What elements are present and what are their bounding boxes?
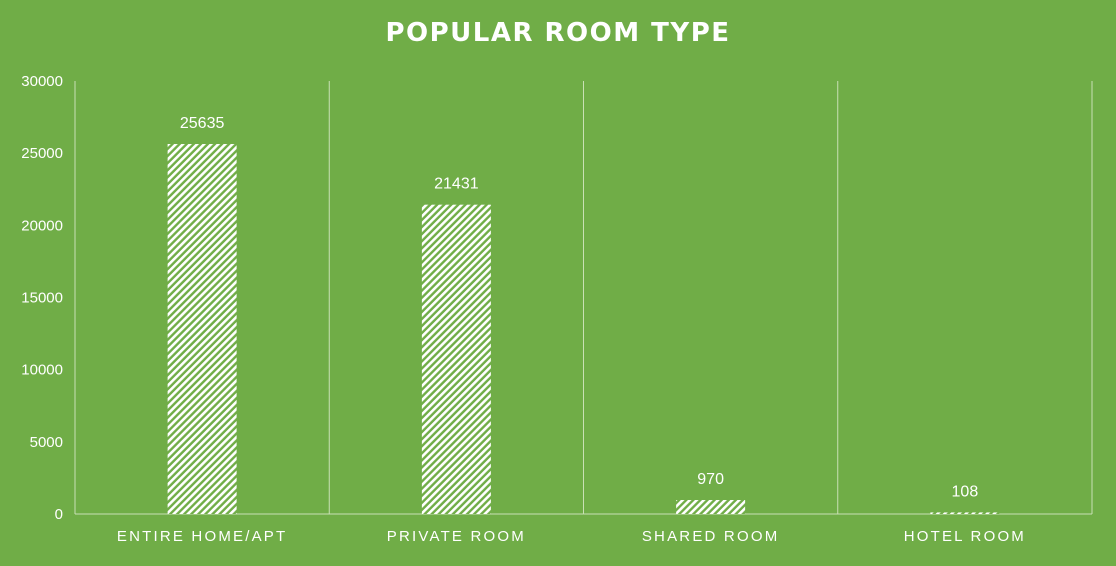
axis-layer: 0 5000 10000 15000 20000 25000 30000 xyxy=(21,73,1092,523)
data-label: 970 xyxy=(697,471,724,488)
labels-layer: 25635 ENTIRE HOME/APT 21431 PRIVATE ROOM 970… xyxy=(117,115,1026,545)
y-tick-label: 20000 xyxy=(21,217,63,234)
bars-layer xyxy=(167,144,1000,514)
data-label: 21431 xyxy=(434,176,479,193)
x-tick-label: HOTEL ROOM xyxy=(904,528,1026,545)
x-tick-label: PRIVATE ROOM xyxy=(387,528,526,545)
y-tick-label: 10000 xyxy=(21,362,63,379)
bar xyxy=(421,204,491,514)
x-tick-label: ENTIRE HOME/APT xyxy=(117,528,288,545)
bar xyxy=(676,499,746,514)
data-label: 25635 xyxy=(180,115,225,132)
y-tick-label: 15000 xyxy=(21,290,63,307)
chart-title: POPULAR ROOM TYPE xyxy=(385,18,731,48)
y-tick-label: 0 xyxy=(55,506,63,523)
data-label: 108 xyxy=(952,483,979,500)
y-tick-label: 30000 xyxy=(21,73,63,90)
grid-layer xyxy=(74,81,1093,514)
y-tick-label: 25000 xyxy=(21,145,63,162)
bar xyxy=(167,144,237,514)
bar xyxy=(930,512,1000,514)
x-tick-label: SHARED ROOM xyxy=(642,528,780,545)
y-tick-label: 5000 xyxy=(30,434,63,451)
